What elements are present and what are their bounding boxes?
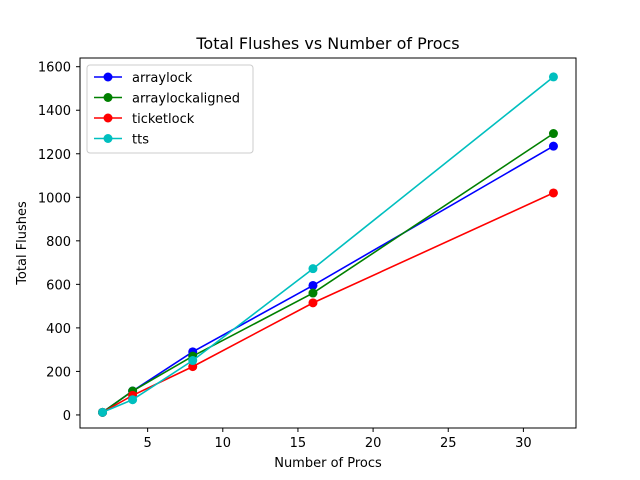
data-point <box>548 129 558 139</box>
y-axis-label: Total Flushes <box>15 201 30 286</box>
x-axis-label: Number of Procs <box>274 456 382 471</box>
data-point <box>308 298 318 308</box>
data-point <box>548 141 558 151</box>
legend-label: arraylockaligned <box>132 92 240 107</box>
legend-item: arraylockaligned <box>94 92 240 107</box>
x-tick-label: 30 <box>515 436 532 451</box>
y-tick-label: 1200 <box>38 148 71 163</box>
plot-frame <box>79 57 577 429</box>
legend-box <box>86 64 254 154</box>
y-tick-label: 200 <box>46 365 71 380</box>
data-point <box>308 288 318 298</box>
data-point <box>548 72 558 82</box>
legend-item: arraylock <box>94 71 193 86</box>
data-point <box>128 395 138 405</box>
y-tick-label: 1400 <box>38 104 71 119</box>
chart-title: Total Flushes vs Number of Procs <box>195 34 459 53</box>
legend-label: arraylock <box>132 71 193 86</box>
legend: arraylock arraylockaligned ticketlock tts <box>86 64 254 154</box>
x-tick-label: 5 <box>143 436 151 451</box>
x-tick-label: 10 <box>215 436 232 451</box>
legend-marker <box>103 134 113 143</box>
y-tick-label: 800 <box>46 235 71 250</box>
data-point <box>188 356 198 366</box>
legend-label: ticketlock <box>132 112 195 127</box>
data-point <box>548 188 558 198</box>
legend-item: ticketlock <box>94 112 195 127</box>
y-axis: 0 200 400 600 800 1000 1200 1400 1600 <box>38 61 80 424</box>
y-tick-label: 600 <box>46 278 71 293</box>
plot-series <box>98 72 558 417</box>
legend-item: tts <box>94 133 149 148</box>
y-tick-label: 1600 <box>38 61 71 76</box>
data-point <box>98 407 108 417</box>
x-axis: 5 10 15 20 25 30 <box>143 428 532 451</box>
x-tick-label: 15 <box>290 436 307 451</box>
x-tick-label: 20 <box>365 436 382 451</box>
data-point <box>308 264 318 274</box>
legend-label: tts <box>132 133 149 148</box>
y-tick-label: 400 <box>46 322 71 337</box>
data-point <box>308 280 318 290</box>
y-tick-label: 0 <box>63 409 71 424</box>
legend-marker <box>103 72 113 82</box>
x-tick-label: 25 <box>440 436 457 451</box>
legend-marker <box>103 93 113 102</box>
y-tick-label: 1000 <box>38 191 71 206</box>
legend-marker <box>103 113 113 123</box>
series-tts <box>98 72 558 417</box>
